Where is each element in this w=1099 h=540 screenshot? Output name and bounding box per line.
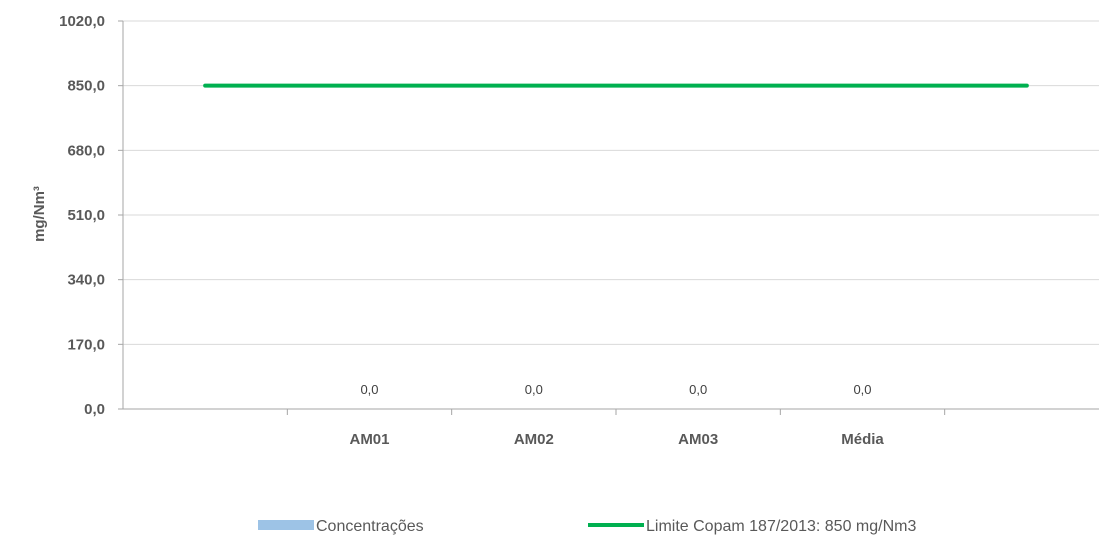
x-tick-label: AM01 (349, 431, 389, 448)
y-tick-label: 850,0 (67, 78, 105, 95)
data-label: 0,0 (525, 382, 543, 397)
y-tick-label: 510,0 (67, 207, 105, 224)
legend-label-limite: Limite Copam 187/2013: 850 mg/Nm3 (646, 518, 916, 535)
data-labels: 0,0 0,0 0,0 0,0 (360, 382, 871, 397)
gridlines (123, 20, 1099, 345)
data-label: 0,0 (360, 382, 378, 397)
data-label: 0,0 (853, 382, 871, 397)
data-label: 0,0 (689, 382, 707, 397)
x-tick-labels: AM01 AM02 AM03 Média (349, 431, 884, 448)
legend-swatch-concentracoes (258, 520, 314, 530)
legend: Concentrações Limite Copam 187/2013: 850… (258, 518, 916, 535)
x-tick-label: AM03 (678, 431, 718, 448)
axes (118, 20, 1099, 415)
y-tick-label: 1020,0 (59, 13, 105, 30)
y-tick-labels: 0,0 170,0 340,0 510,0 680,0 850,0 1020,0 (59, 13, 105, 418)
y-tick-label: 0,0 (84, 401, 105, 418)
y-tick-label: 680,0 (67, 142, 105, 159)
y-tick-label: 340,0 (67, 272, 105, 289)
x-tick-label: AM02 (514, 431, 554, 448)
legend-label-concentracoes: Concentrações (316, 518, 424, 535)
y-tick-label: 170,0 (67, 336, 105, 353)
y-axis-title: mg/Nm³ (31, 186, 48, 242)
x-tick-label: Média (841, 431, 884, 448)
